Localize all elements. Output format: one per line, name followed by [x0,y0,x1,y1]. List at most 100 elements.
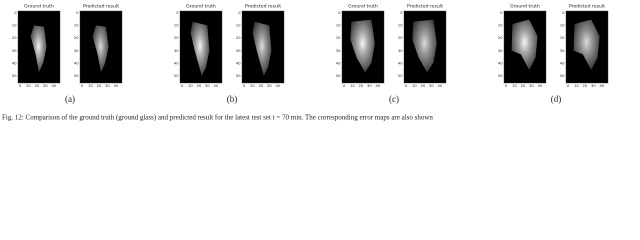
y-tick-label: 30 [12,49,17,53]
x-tick-label: 0 [405,84,408,88]
y-tick-label: 0 [176,11,179,15]
y-tick-label: 10 [336,24,341,28]
y-tick-label: 0 [400,11,403,15]
caption: Fig. 12: Comparison of the ground truth … [2,114,433,122]
y-tick-label: 40 [560,61,565,65]
x-tick-label: 10 [250,84,255,88]
y-tick-label: 10 [398,24,403,28]
image-blob [412,19,437,73]
y-tick-label: 20 [174,36,179,40]
y-tick-label: 50 [398,74,403,78]
figure: Fig. 12: Comparison of the ground truth … [2,4,609,122]
y-tick-label: 40 [498,61,503,65]
panel-label: (b) [227,94,238,104]
x-tick-label: 40 [375,84,380,88]
y-tick-label: 0 [562,11,565,15]
x-tick-label: 20 [35,84,40,88]
image-blob [573,19,600,71]
y-tick-label: 30 [498,49,503,53]
x-tick-label: 30 [105,84,110,88]
y-tick-label: 10 [12,24,17,28]
x-tick-label: 20 [359,84,364,88]
image-title: Predicted result [407,4,443,10]
image-title: Predicted result [245,4,281,10]
x-tick-label: 10 [574,84,579,88]
y-tick-label: 30 [398,49,403,53]
x-tick-label: 20 [197,84,202,88]
y-tick-label: 30 [174,49,179,53]
y-tick-label: 20 [498,36,503,40]
y-tick-label: 0 [238,11,241,15]
x-tick-label: 0 [243,84,246,88]
y-tick-label: 40 [236,61,241,65]
y-tick-label: 20 [560,36,565,40]
x-tick-label: 0 [505,84,508,88]
y-tick-label: 10 [174,24,179,28]
x-tick-label: 0 [181,84,184,88]
x-tick-label: 10 [26,84,31,88]
x-tick-label: 0 [19,84,22,88]
image-blob [252,21,272,76]
x-tick-label: 0 [343,84,346,88]
x-tick-label: 20 [583,84,588,88]
image-title: Ground truth [24,4,54,10]
panel-label: (d) [551,94,562,104]
image-title: Predicted result [83,4,119,10]
y-tick-label: 50 [498,74,503,78]
panel-label: (a) [65,94,75,104]
y-tick-label: 10 [560,24,565,28]
x-tick-label: 40 [275,84,280,88]
x-tick-label: 40 [537,84,542,88]
y-tick-label: 50 [336,74,341,78]
x-tick-label: 30 [429,84,434,88]
x-tick-label: 40 [213,84,218,88]
x-tick-label: 30 [43,84,48,88]
x-tick-label: 10 [88,84,93,88]
x-tick-label: 30 [267,84,272,88]
x-tick-label: 0 [567,84,570,88]
y-tick-label: 20 [12,36,17,40]
image-title: Predicted result [569,4,605,10]
x-tick-label: 40 [437,84,442,88]
y-tick-label: 40 [12,61,17,65]
y-tick-label: 10 [236,24,241,28]
y-tick-label: 0 [14,11,17,15]
y-tick-label: 0 [338,11,341,15]
panel-label: (c) [389,94,399,104]
x-tick-label: 0 [81,84,84,88]
x-tick-label: 30 [205,84,210,88]
image-blob [30,25,47,73]
y-tick-label: 30 [74,49,79,53]
y-tick-label: 50 [12,74,17,78]
x-tick-label: 20 [421,84,426,88]
x-tick-label: 20 [259,84,264,88]
image-blob [190,21,210,76]
y-tick-label: 50 [74,74,79,78]
x-tick-label: 40 [599,84,604,88]
image-blob [511,19,538,71]
y-tick-label: 0 [500,11,503,15]
x-tick-label: 10 [350,84,355,88]
y-tick-label: 10 [498,24,503,28]
y-tick-label: 40 [398,61,403,65]
y-tick-label: 50 [236,74,241,78]
y-tick-label: 20 [336,36,341,40]
image-title: Ground truth [348,4,378,10]
x-tick-label: 10 [188,84,193,88]
y-tick-label: 50 [560,74,565,78]
y-tick-label: 40 [74,61,79,65]
y-tick-label: 20 [236,36,241,40]
y-tick-label: 40 [174,61,179,65]
y-tick-label: 30 [560,49,565,53]
y-tick-label: 40 [336,61,341,65]
x-tick-label: 30 [529,84,534,88]
y-tick-label: 50 [174,74,179,78]
x-tick-label: 20 [521,84,526,88]
y-tick-label: 20 [74,36,79,40]
x-tick-label: 30 [367,84,372,88]
x-tick-label: 30 [591,84,596,88]
image-title: Ground truth [510,4,540,10]
x-tick-label: 40 [113,84,118,88]
y-tick-label: 20 [398,36,403,40]
image-blob [92,25,109,73]
